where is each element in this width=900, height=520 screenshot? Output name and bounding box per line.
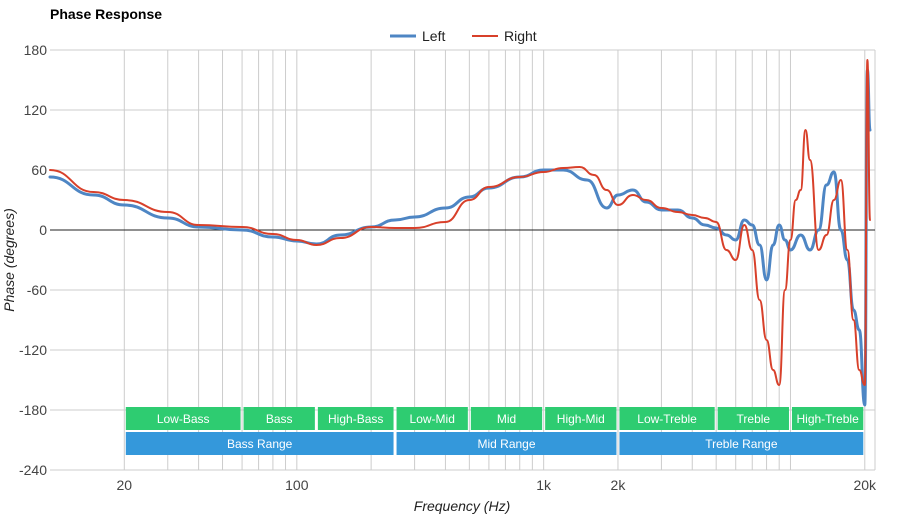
y-tick-label: -120 xyxy=(19,342,47,358)
band-high-bass: High-Bass xyxy=(317,407,394,430)
y-tick-label: 60 xyxy=(31,162,47,178)
band-low-treble: Low-Treble xyxy=(619,407,715,430)
series-lines xyxy=(48,59,872,407)
y-tick-label: 180 xyxy=(24,42,48,58)
band-label: Bass Range xyxy=(227,437,293,451)
band-rect xyxy=(619,432,864,455)
y-tick-label: -180 xyxy=(19,402,47,418)
x-axis-ticks: 20 100 1k 2k 20k xyxy=(117,477,878,493)
band-label: Low-Bass xyxy=(157,412,210,426)
x-tick-label: 2k xyxy=(611,477,627,493)
band-rect xyxy=(317,407,394,430)
band-label: High-Mid xyxy=(557,412,605,426)
band-rect xyxy=(545,407,617,430)
x-tick-label: 1k xyxy=(536,477,552,493)
band-rect xyxy=(717,407,789,430)
band-label: Mid xyxy=(497,412,516,426)
band-low-mid: Low-Mid xyxy=(396,407,468,430)
band-low-bass: Low-Bass xyxy=(125,407,241,430)
legend-label: Right xyxy=(504,28,537,44)
band-mid: Mid xyxy=(470,407,543,430)
band-label: Treble Range xyxy=(705,437,778,451)
chart-title: Phase Response xyxy=(50,6,162,22)
series-line-right xyxy=(49,59,871,386)
band-rect xyxy=(791,407,864,430)
band-label: High-Bass xyxy=(328,412,383,426)
band-high-mid: High-Mid xyxy=(545,407,617,430)
y-tick-label: 0 xyxy=(39,222,47,238)
band-bass-range: Bass Range xyxy=(125,432,394,455)
frequency-bands: Low-Bass Bass High-Bass Low-Mid Mid High-Mid L… xyxy=(125,407,864,455)
x-tick-label: 100 xyxy=(285,477,309,493)
legend[interactable]: Left Right xyxy=(390,28,537,44)
band-label: Mid Range xyxy=(477,437,535,451)
band-rect xyxy=(243,407,315,430)
band-rect xyxy=(396,407,468,430)
band-label: Treble xyxy=(737,412,771,426)
band-rect xyxy=(125,432,394,455)
band-label: High-Treble xyxy=(797,412,860,426)
y-tick-label: 120 xyxy=(24,102,48,118)
band-rect xyxy=(470,407,543,430)
legend-item-right[interactable]: Right xyxy=(472,28,537,44)
band-label: Bass xyxy=(266,412,293,426)
x-axis-title: Frequency (Hz) xyxy=(414,498,510,514)
band-rect xyxy=(125,407,241,430)
y-axis-ticks: 180 120 60 0 -60 -120 -180 -240 xyxy=(19,42,47,478)
band-rect xyxy=(619,407,715,430)
band-bass: Bass xyxy=(243,407,315,430)
band-label: Low-Treble xyxy=(637,412,697,426)
legend-label: Left xyxy=(422,28,445,44)
legend-item-left[interactable]: Left xyxy=(390,28,445,44)
series-line-left xyxy=(48,68,872,407)
x-tick-label: 20k xyxy=(853,477,877,493)
band-rect xyxy=(396,432,617,455)
y-axis-title: Phase (degrees) xyxy=(1,208,17,312)
band-label: Low-Mid xyxy=(410,412,455,426)
y-tick-label: -240 xyxy=(19,462,47,478)
band-mid-range: Mid Range xyxy=(396,432,617,455)
band-treble-range: Treble Range xyxy=(619,432,864,455)
y-tick-label: -60 xyxy=(27,282,47,298)
band-treble: Treble xyxy=(717,407,789,430)
band-high-treble: High-Treble xyxy=(791,407,864,430)
x-tick-label: 20 xyxy=(117,477,133,493)
